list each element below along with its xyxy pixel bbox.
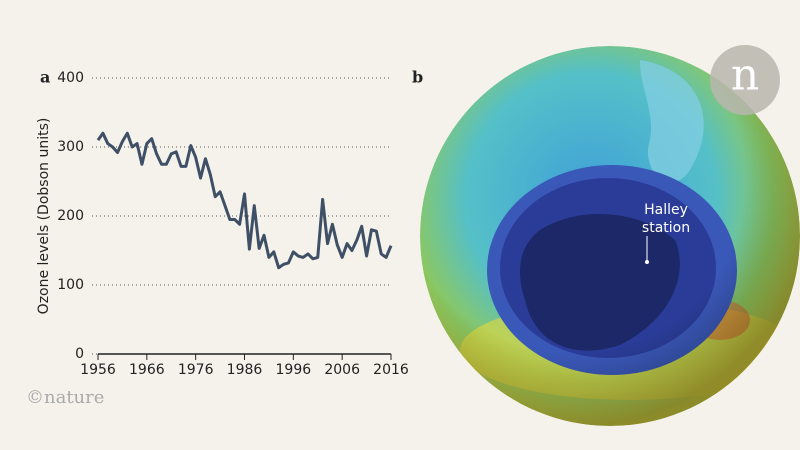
y-tick-label: 0 [75, 346, 84, 362]
x-tick-label: 1976 [178, 362, 214, 378]
annotation: Halley [644, 202, 688, 218]
logo [710, 45, 780, 115]
x-tick-label: 1956 [80, 362, 116, 378]
annotation: station [642, 220, 690, 236]
data-line [96, 131, 393, 270]
logo-text: n [731, 50, 759, 101]
y-tick-label: 200 [57, 208, 84, 224]
y-axis-label: Ozone levels (Dobson units) [36, 118, 52, 315]
credit: ©nature [26, 387, 104, 408]
y-tick-label: 300 [57, 139, 84, 155]
x-tick-label: 2016 [373, 362, 409, 378]
x-tick-label: 2006 [324, 362, 360, 378]
globe [420, 46, 800, 426]
y-tick-label: 100 [57, 277, 84, 293]
y-tick-label: 400 [57, 70, 84, 86]
x-tick-label: 1986 [227, 362, 263, 378]
x-tick-label: 1966 [129, 362, 165, 378]
panel-label: b [412, 68, 423, 87]
panel-label: a [40, 68, 50, 87]
x-tick-label: 1996 [276, 362, 312, 378]
annotation-dot [645, 260, 649, 264]
